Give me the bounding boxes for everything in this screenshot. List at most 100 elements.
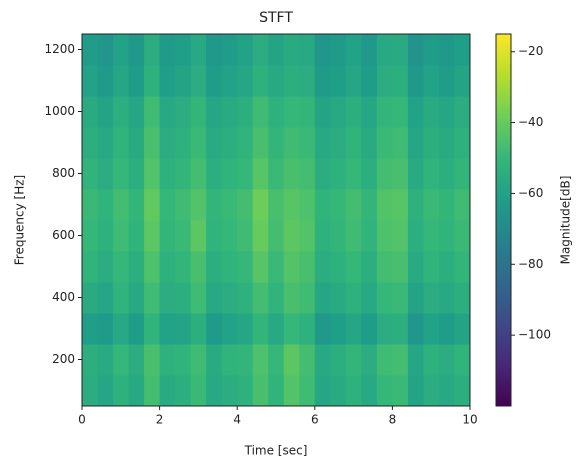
heatmap-cell [438,251,455,283]
heatmap-cell [159,34,176,66]
y-tick-label: 800 [52,166,75,180]
heatmap-cell [175,189,192,221]
heatmap-cell [175,34,192,66]
heatmap-cell [175,65,192,97]
heatmap-cell [268,282,285,314]
heatmap-cell [376,251,393,283]
heatmap-cell [330,220,347,252]
heatmap-cell [159,344,176,376]
heatmap-cell [361,34,378,66]
y-tick-label: 200 [52,352,75,366]
heatmap-cell [128,375,145,407]
heatmap-cell [438,313,455,345]
heatmap-cell [454,158,471,190]
heatmap-cell [221,158,238,190]
heatmap-cell [206,96,223,128]
heatmap-cell [299,189,316,221]
heatmap-cell [206,127,223,159]
heatmap-cell [392,34,409,66]
heatmap-cell [454,251,471,283]
heatmap-cell [190,344,207,376]
heatmap-cell [454,220,471,252]
heatmap-cell [206,313,223,345]
heatmap-cell [454,344,471,376]
heatmap-cell [221,344,238,376]
heatmap-cell [407,282,424,314]
heatmap-cell [423,282,440,314]
heatmap-cell [113,282,130,314]
heatmap-cell [330,282,347,314]
heatmap-cell [159,282,176,314]
heatmap-cell [159,251,176,283]
heatmap-cell [144,34,161,66]
heatmap-cell [376,65,393,97]
heatmap-cell [128,344,145,376]
colorbar-tick-label: −60 [518,186,543,200]
heatmap-cell [159,158,176,190]
heatmap-cell [345,189,362,221]
heatmap-cell [268,313,285,345]
chart-title: STFT [259,10,293,26]
heatmap-cell [82,189,99,221]
heatmap-cell [407,313,424,345]
heatmap-cell [392,375,409,407]
heatmap-cell [128,282,145,314]
heatmap-cell [361,251,378,283]
heatmap-cell [376,189,393,221]
heatmap-cell [144,189,161,221]
heatmap-cell [221,313,238,345]
heatmap-cell [221,96,238,128]
heatmap-cell [268,189,285,221]
heatmap-cell [113,220,130,252]
heatmap-cell [175,96,192,128]
heatmap-cell [376,96,393,128]
heatmap-cell [113,65,130,97]
heatmap-cell [268,96,285,128]
heatmap-cell [97,282,114,314]
heatmap-cell [392,220,409,252]
heatmap-cell [438,375,455,407]
heatmap-cell [268,34,285,66]
heatmap-cell [82,127,99,159]
heatmap-cell [237,158,254,190]
heatmap-cell [345,282,362,314]
heatmap-cell [376,127,393,159]
heatmap-cell [113,158,130,190]
heatmap-cell [97,375,114,407]
heatmap-cell [221,282,238,314]
heatmap-cell [82,96,99,128]
heatmap-cell [82,34,99,66]
heatmap-cell [361,189,378,221]
heatmap-cell [252,65,269,97]
heatmap-cell [190,65,207,97]
heatmap-cell [423,375,440,407]
heatmap-cell [454,34,471,66]
heatmap-cell [454,189,471,221]
heatmap-cell [97,344,114,376]
heatmap-cell [190,313,207,345]
heatmap-cell [206,34,223,66]
heatmap-cell [361,282,378,314]
heatmap-cell [345,251,362,283]
heatmap-cell [438,96,455,128]
heatmap-cell [113,375,130,407]
heatmap-cell [345,96,362,128]
heatmap-cell [283,251,300,283]
heatmap-cell [299,220,316,252]
heatmap-cell [175,375,192,407]
heatmap-cell [392,313,409,345]
heatmap-cell [283,313,300,345]
heatmap-cell [314,158,331,190]
colorbar-tick-label: −20 [518,44,543,58]
heatmap-cell [268,158,285,190]
heatmap-cell [345,34,362,66]
heatmap-cell [206,344,223,376]
heatmap-cell [345,220,362,252]
heatmap-cell [345,158,362,190]
heatmap-cell [97,158,114,190]
heatmap-cell [190,158,207,190]
heatmap-cell [175,282,192,314]
heatmap-cell [392,65,409,97]
heatmap-cell [330,158,347,190]
heatmap-cell [175,127,192,159]
